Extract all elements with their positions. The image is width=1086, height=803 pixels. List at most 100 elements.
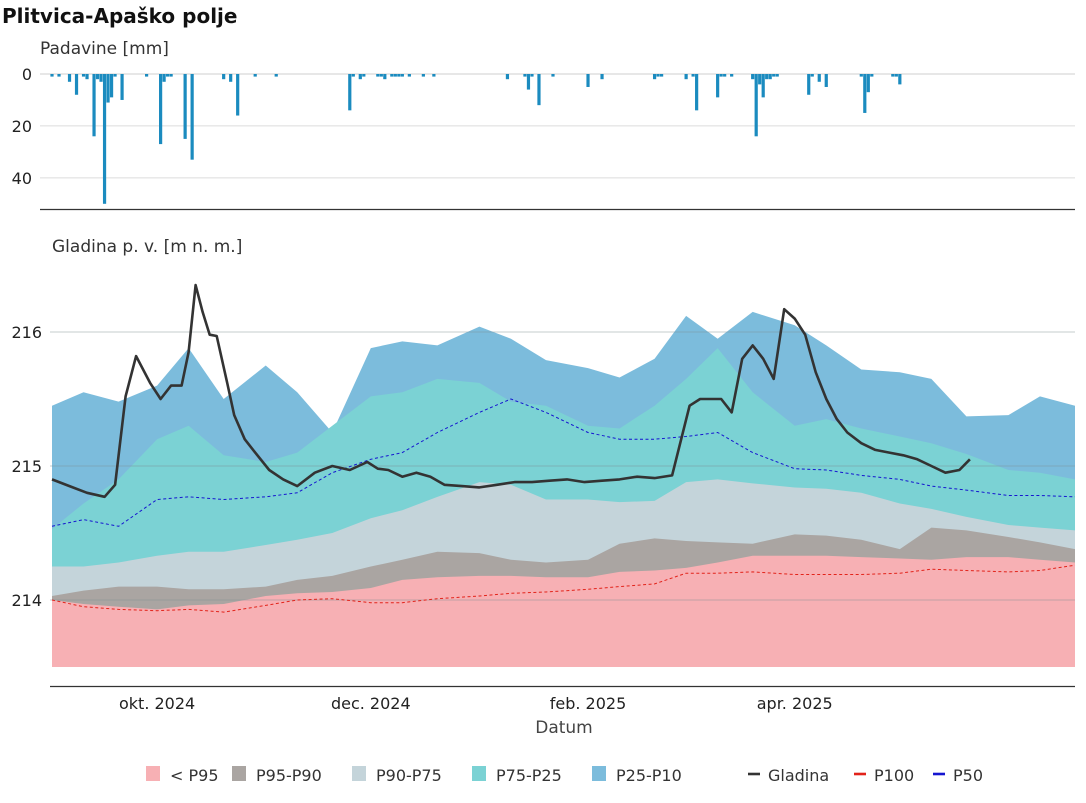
legend-label: P95-P90 — [256, 766, 322, 785]
precip-bar — [99, 74, 103, 82]
legend-label: Gladina — [768, 766, 829, 785]
x-tick-label: okt. 2024 — [119, 694, 195, 713]
precip-bar — [684, 74, 688, 80]
legend-label: P25-P10 — [616, 766, 682, 785]
precip-bar — [691, 74, 695, 77]
precip-bar — [144, 74, 149, 77]
series-gladina — [51, 283, 971, 499]
precip-bar — [863, 74, 867, 113]
precip-bar — [229, 74, 233, 82]
precip-bar — [751, 74, 755, 80]
precip-bar — [190, 74, 194, 160]
precip-bar — [523, 74, 527, 77]
precip-bar — [421, 74, 425, 77]
legend-label: P75-P25 — [496, 766, 562, 785]
precip-bar — [50, 74, 54, 77]
precip-bar — [586, 74, 590, 87]
precip-bar — [57, 74, 61, 77]
precip-bar — [274, 74, 278, 77]
precip-bar — [719, 74, 723, 77]
precip-bar — [772, 74, 776, 77]
precip-bar — [222, 74, 226, 80]
precip-bar — [537, 74, 541, 106]
legend-swatch — [232, 766, 246, 781]
precip-bar — [807, 74, 811, 95]
level-axis-label: Gladina p. v. [m n. m.] — [52, 237, 242, 257]
precip-y-ticks: 0 20 40 — [12, 65, 32, 188]
precip-bar — [102, 74, 107, 204]
precip-bar — [526, 74, 531, 90]
precip-axis-label: Padavine [mm] — [40, 39, 169, 59]
precip-bar — [765, 74, 769, 80]
legend-swatch — [592, 766, 606, 781]
precip-bar — [253, 74, 257, 77]
precip-bar — [551, 74, 555, 77]
level-y-tick-label: 216 — [11, 323, 42, 342]
precip-bar — [859, 74, 863, 77]
precip-bar — [81, 74, 86, 77]
precip-y-tick-label: 40 — [12, 169, 32, 188]
precip-bar — [761, 74, 765, 98]
precip-bar — [362, 74, 366, 77]
precip-bar — [397, 74, 401, 77]
x-tick-label: apr. 2025 — [757, 694, 833, 713]
precip-bar — [824, 74, 828, 87]
precip-bar — [870, 74, 874, 77]
precip-bar — [358, 74, 362, 80]
precip-grid — [40, 73, 1075, 179]
precip-bar — [898, 74, 902, 85]
precip-bars — [50, 74, 902, 204]
precip-bar — [775, 74, 779, 77]
level-y-tick-label: 215 — [11, 457, 42, 476]
precip-bar — [530, 74, 534, 77]
precip-bar — [656, 74, 660, 77]
precip-bar — [120, 74, 124, 100]
legend-swatch — [472, 766, 486, 781]
precip-bar — [74, 74, 79, 95]
precip-bar — [390, 74, 394, 77]
precip-bar — [894, 74, 898, 77]
precip-bar — [351, 74, 355, 77]
precip-bar — [106, 74, 110, 103]
chart-title: Plitvica-Apaško polje — [2, 4, 237, 28]
level-y-ticks: 214 215 216 — [11, 323, 42, 610]
precip-bar — [810, 74, 814, 77]
x-axis-label: Datum — [535, 718, 593, 738]
precip-bar — [768, 74, 772, 80]
precip-bar — [159, 74, 163, 145]
precip-bar — [659, 74, 664, 77]
level-grid — [50, 331, 1075, 601]
legend-label: P50 — [953, 766, 983, 785]
precip-bar — [652, 74, 657, 80]
precip-bar — [169, 74, 173, 77]
level-lines — [51, 283, 1076, 613]
legend-swatch — [146, 766, 160, 781]
precip-bar — [817, 74, 821, 82]
precip-bar — [758, 74, 762, 85]
percentile-bands — [52, 311, 1075, 667]
precip-bar — [754, 74, 758, 137]
precip-bar — [67, 74, 72, 82]
x-tick-label: feb. 2025 — [550, 694, 627, 713]
level-x-ticks: okt. 2024 dec. 2024 feb. 2025 apr. 2025 — [119, 694, 833, 713]
series-p100 — [51, 564, 1076, 613]
band--p95 — [52, 555, 1075, 667]
precip-bar — [695, 74, 699, 111]
precip-bar — [400, 74, 404, 77]
precip-bar — [348, 74, 352, 111]
precip-bar — [95, 74, 100, 80]
precip-bar — [183, 74, 187, 139]
precip-bar — [85, 74, 89, 80]
precip-bar — [236, 74, 240, 116]
precip-bar — [730, 74, 734, 77]
precip-bar — [505, 74, 510, 80]
series-p50 — [51, 398, 1076, 527]
precip-bar — [866, 74, 870, 93]
precip-bar — [393, 74, 397, 77]
precip-bar — [723, 74, 727, 77]
legend-label: P90-P75 — [376, 766, 442, 785]
precip-panel: Padavine [mm] 0 20 40 — [12, 39, 1075, 211]
precip-bar — [891, 74, 895, 77]
precip-bar — [379, 74, 383, 77]
